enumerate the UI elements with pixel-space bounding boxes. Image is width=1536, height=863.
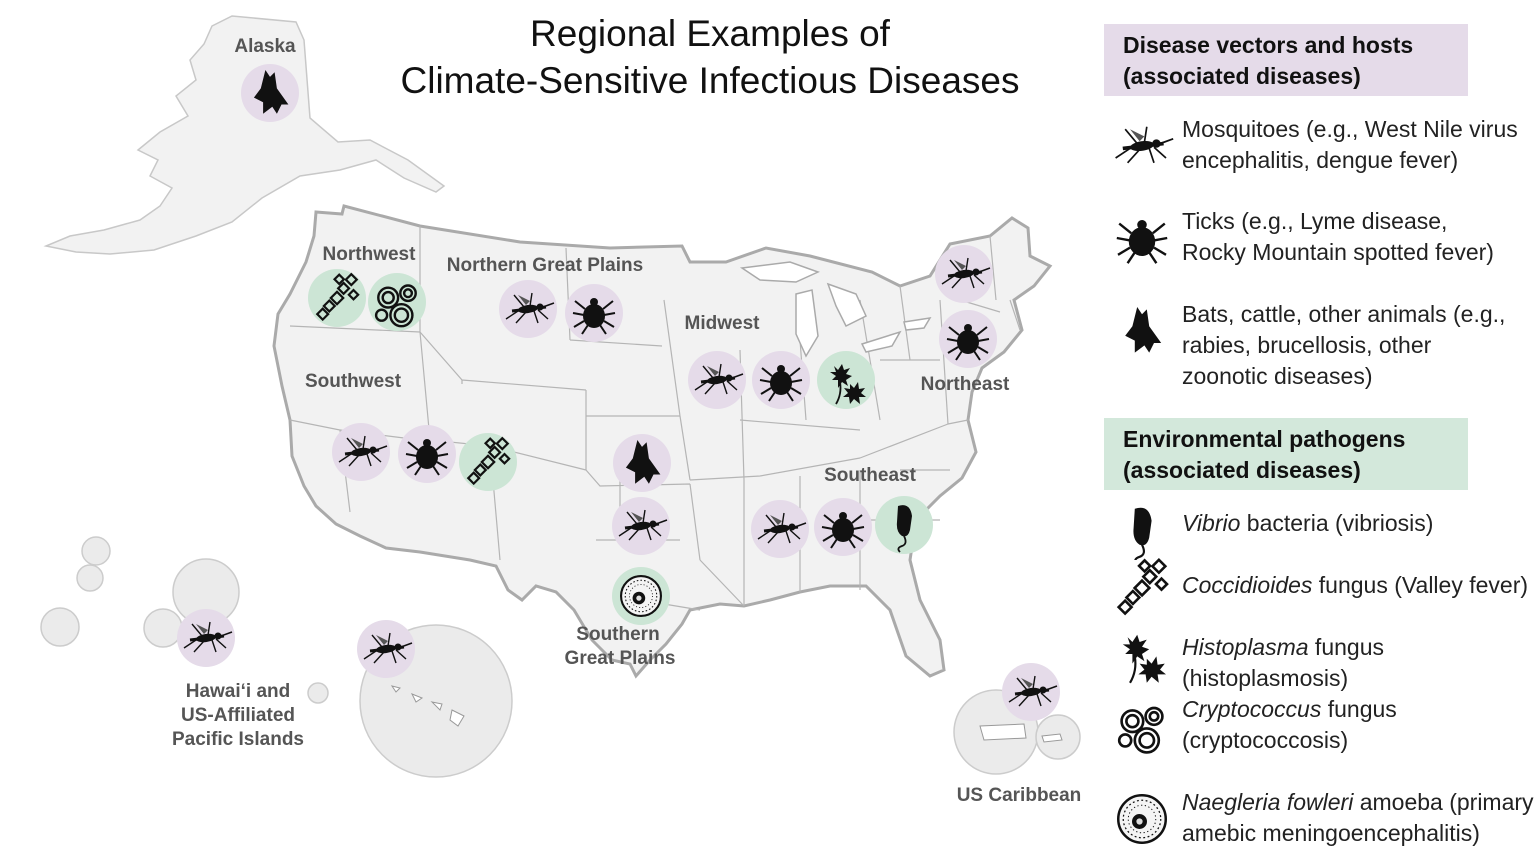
- midwest-tick-icon: [752, 351, 810, 409]
- alaska-bat-icon: [241, 64, 299, 122]
- southeast-vibrio-icon: [875, 496, 933, 554]
- mosquito-icon: [1113, 125, 1174, 165]
- label-southwest: Southwest: [305, 371, 402, 392]
- label-hawaii-2: US-Affiliated: [181, 705, 295, 726]
- label-southern-great-plains-2: Great Plains: [565, 648, 676, 669]
- legend-pathogens-header-line2: (associated diseases): [1123, 457, 1361, 483]
- legend-crypto-desc: fungus: [1321, 696, 1397, 722]
- label-northeast: Northeast: [921, 374, 1010, 395]
- label-northern-great-plains: Northern Great Plains: [447, 255, 643, 276]
- southwest-tick-icon: [398, 425, 456, 483]
- tick-icon: [1115, 218, 1169, 265]
- naegleria-icon: [1117, 794, 1167, 844]
- legend-vectors-header-line1: Disease vectors and hosts: [1123, 32, 1414, 58]
- sgp-mosquito-icon: [612, 497, 670, 555]
- label-southern-great-plains: Southern: [576, 624, 659, 645]
- southeast-tick-icon: [814, 498, 872, 556]
- legend-mosquito-line1: Mosquitoes (e.g., West Nile virus: [1182, 116, 1518, 142]
- northwest-cryptococcus-icon: [368, 273, 426, 331]
- label-hawaii-3: Pacific Islands: [172, 729, 304, 750]
- vibrio-icon: [1132, 506, 1153, 560]
- cryptococcus-icon: [1117, 706, 1164, 754]
- legend-cocci-name: Coccidioides: [1182, 572, 1313, 598]
- northeast-mosquito-icon: [935, 245, 993, 303]
- us-mainland-shape: [272, 204, 1053, 679]
- legend-item-naegleria: Naegleria fowleri amoeba (primary amebic…: [1110, 787, 1536, 851]
- legend-item-bat: Bats, cattle, other animals (e.g., rabie…: [1110, 299, 1536, 393]
- northwest-coccidioides-icon: [308, 269, 366, 327]
- midwest-mosquito-icon: [688, 351, 746, 409]
- legend-mosquito-line2: encephalitis, dengue fever): [1182, 147, 1459, 173]
- pacific-islands-area: [40, 536, 513, 778]
- sgp-bat-icon: [613, 434, 671, 492]
- pacific-mosquito-icon: [177, 609, 235, 667]
- legend-pathogens-header-line1: Environmental pathogens: [1123, 426, 1406, 452]
- legend-cocci-desc: fungus (Valley fever): [1312, 572, 1529, 598]
- legend-item-mosquito: Mosquitoes (e.g., West Nile virus enceph…: [1110, 114, 1536, 178]
- legend-vectors-header: Disease vectors and hosts (associated di…: [1104, 24, 1468, 96]
- label-southeast: Southeast: [824, 465, 917, 486]
- caribbean-mosquito-icon: [1002, 663, 1060, 721]
- legend-item-coccidioides: Coccidioides fungus (Valley fever): [1110, 558, 1536, 615]
- legend-histo-name: Histoplasma: [1182, 634, 1309, 660]
- histoplasma-icon: [1121, 633, 1168, 684]
- legend-item-vibrio: Vibrio bacteria (vibriosis): [1110, 506, 1536, 560]
- legend-naegleria-name: Naegleria fowleri: [1182, 789, 1354, 815]
- legend-crypto-line2: (cryptococcosis): [1182, 727, 1349, 753]
- title-line-1: Regional Examples of: [530, 13, 890, 54]
- legend-vibrio-desc: bacteria (vibriosis): [1240, 510, 1434, 536]
- label-us-caribbean: US Caribbean: [957, 785, 1082, 806]
- sgp-naegleria-icon: [612, 567, 670, 625]
- northeast-tick-icon: [939, 310, 997, 368]
- label-midwest: Midwest: [685, 313, 761, 334]
- legend-pathogens-header: Environmental pathogens (associated dise…: [1104, 418, 1468, 490]
- legend-histo-desc: fungus (histoplasmosis): [1182, 634, 1384, 691]
- label-northwest: Northwest: [323, 244, 417, 265]
- title-line-2: Climate-Sensitive Infectious Diseases: [400, 60, 1020, 101]
- legend-crypto-name: Cryptococcus: [1182, 696, 1322, 722]
- label-alaska: Alaska: [234, 36, 296, 57]
- legend-bat-line1: Bats, cattle, other animals (e.g.,: [1182, 301, 1506, 327]
- page-title: Regional Examples of Climate-Sensitive I…: [360, 10, 1060, 104]
- hawaii-mosquito-icon: [357, 620, 415, 678]
- midwest-histoplasma-icon: [817, 351, 875, 409]
- legend-bat-line2: rabies, brucellosis, other: [1182, 332, 1432, 358]
- legend-bat-line3: zoonotic diseases): [1182, 363, 1373, 389]
- ngp-mosquito-icon: [499, 280, 557, 338]
- legend-tick-line1: Ticks (e.g., Lyme disease,: [1182, 208, 1448, 234]
- legend-tick-line2: Rocky Mountain spotted fever): [1182, 239, 1494, 265]
- southwest-mosquito-icon: [332, 423, 390, 481]
- label-hawaii: Hawai‘i and: [186, 681, 291, 702]
- southeast-mosquito-icon: [751, 500, 809, 558]
- bat-icon: [1125, 307, 1162, 353]
- great-lakes: [739, 261, 932, 358]
- legend-item-cryptococcus: Cryptococcus fungus (cryptococcosis): [1110, 694, 1536, 758]
- legend-item-tick: Ticks (e.g., Lyme disease, Rocky Mountai…: [1110, 206, 1536, 270]
- southwest-coccidioides-icon: [459, 433, 517, 491]
- legend-item-histoplasma: Histoplasma fungus (histoplasmosis): [1110, 632, 1536, 691]
- ngp-tick-icon: [565, 284, 623, 342]
- legend-naegleria-desc: amoeba (primary: [1353, 789, 1534, 815]
- coccidioides-icon: [1117, 558, 1169, 615]
- legend-vectors-header-line2: (associated diseases): [1123, 63, 1361, 89]
- legend-vibrio-name: Vibrio: [1182, 510, 1241, 536]
- alaska-shape: [43, 15, 446, 255]
- legend-naegleria-line2: amebic meningoencephalitis): [1182, 820, 1480, 846]
